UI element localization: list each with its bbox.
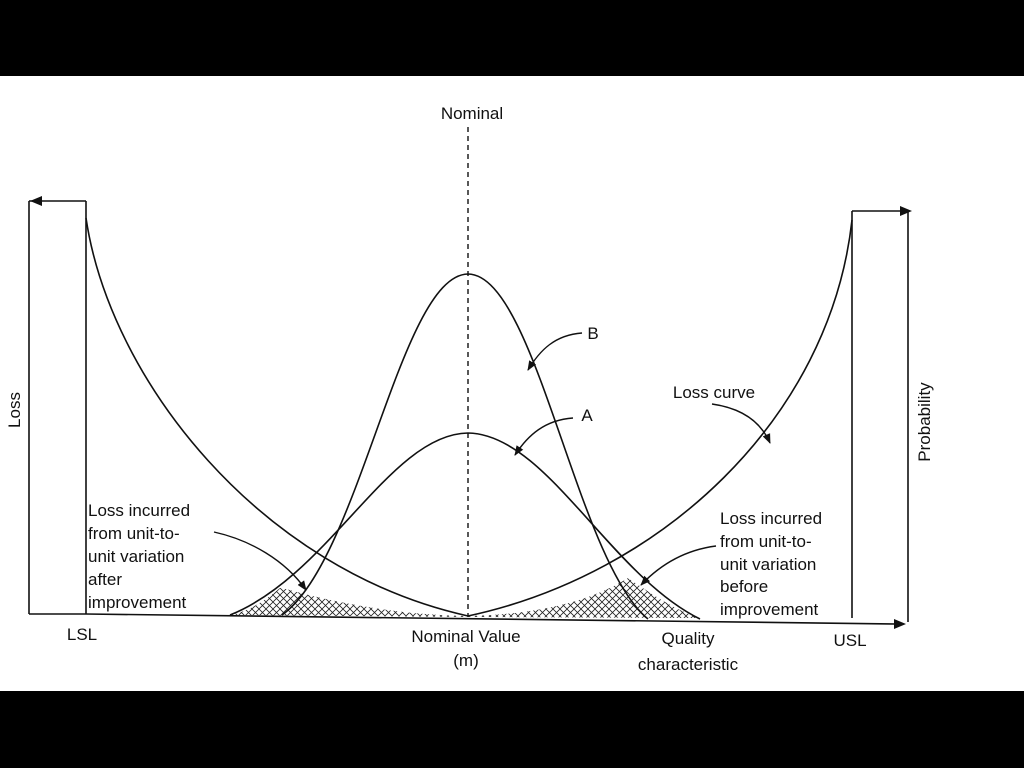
curve-a: [229, 432, 701, 620]
curve-b-pointer: [527, 332, 583, 371]
quality-axis-arrowhead: [894, 619, 906, 629]
svg-text:after: after: [88, 570, 122, 589]
hatched-area-before-improvement: [230, 578, 700, 618]
nominal-top-label: Nominal: [441, 104, 503, 123]
probability-axis-arrowhead: [900, 206, 912, 216]
svg-text:from unit-to-: from unit-to-: [720, 532, 812, 551]
diagram-canvas: [0, 76, 1024, 691]
svg-text:from unit-to-: from unit-to-: [88, 524, 180, 543]
lsl-label: LSL: [67, 625, 97, 644]
loss-curve-label: Loss curve: [673, 383, 755, 402]
svg-text:Loss incurred: Loss incurred: [88, 501, 190, 520]
loss-curve: [85, 217, 853, 617]
svg-text:improvement: improvement: [720, 600, 819, 619]
usl-label: USL: [833, 631, 866, 650]
loss-axis: [28, 200, 87, 615]
svg-text:unit variation: unit variation: [720, 555, 816, 574]
loss-axis-arrowhead: [30, 196, 42, 206]
curve-a-pointer: [514, 417, 574, 456]
loss-curve-pointer: [711, 403, 771, 444]
characteristic-label: characteristic: [638, 655, 739, 674]
curve-b: [281, 273, 649, 620]
before-improvement-annotation: Loss incurred from unit-to- unit variati…: [720, 509, 822, 619]
probability-axis: [851, 210, 909, 622]
svg-text:Loss incurred: Loss incurred: [720, 509, 822, 528]
svg-text:improvement: improvement: [88, 593, 187, 612]
letterbox-top: [0, 0, 1024, 76]
loss-axis-label: Loss: [5, 392, 24, 428]
quality-label: Quality: [662, 629, 715, 648]
quality-axis: [85, 613, 899, 625]
before-improvement-pointer: [640, 545, 717, 586]
after-improvement-pointer: [213, 531, 307, 591]
curve-a-label: A: [581, 406, 593, 425]
nominal-value-symbol: (m): [453, 651, 478, 670]
nominal-value-label: Nominal Value: [411, 627, 520, 646]
curve-b-label: B: [587, 324, 598, 343]
probability-axis-label: Probability: [915, 382, 934, 462]
after-improvement-annotation: Loss incurred from unit-to- unit variati…: [88, 501, 190, 612]
svg-text:unit variation: unit variation: [88, 547, 184, 566]
svg-text:before: before: [720, 577, 768, 596]
letterbox-bottom: [0, 691, 1024, 768]
